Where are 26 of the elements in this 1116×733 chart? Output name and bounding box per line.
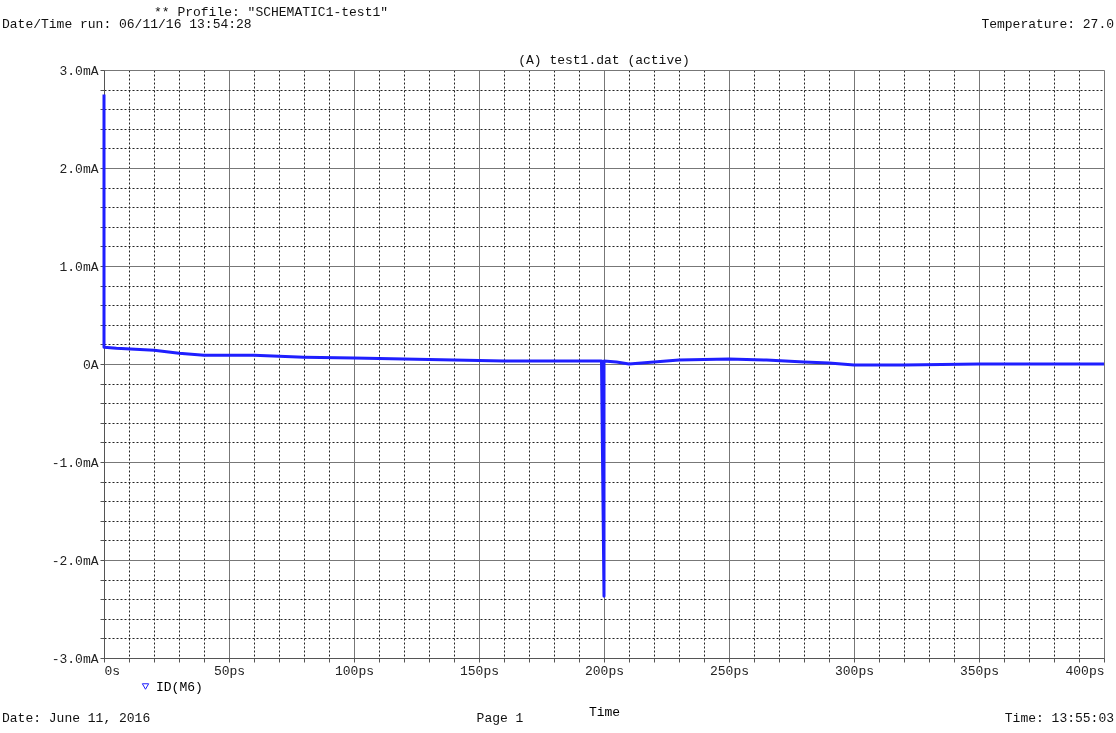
y-tick-label: 3.0mA [59,63,99,79]
y-tick-label: 1.0mA [59,259,99,275]
chart-title: (A) test1.dat (active) [518,53,690,68]
x-tick-label: 150ps [459,663,500,679]
x-tick-label: 0s [104,663,121,679]
x-tick-label: 50ps [213,663,246,679]
x-axis-title: Time [588,704,621,720]
x-tick-label: 400ps [1065,663,1105,679]
y-tick-label: 0A [82,357,99,373]
x-tick-label: 350ps [959,663,1000,679]
line-series [102,93,1106,598]
x-tick-label: 300ps [834,663,875,679]
legend-label: ID(M6) [156,679,203,695]
y-tick-label: -2.0mA [51,553,99,569]
text: Date: June 11, 2016 [2,711,151,726]
text: Temperature: 27.0 [981,17,1114,32]
text: ** Profile: "SCHEMATIC1-test1" [154,5,389,20]
text: Page 1 [476,711,524,726]
y-tick-label: 2.0mA [59,161,99,177]
x-tick-label: 200ps [584,663,625,679]
text: Time: 13:55:03 [1004,711,1114,726]
y-tick-label: -3.0mA [51,651,99,667]
x-tick-label: 100ps [334,663,375,679]
text: Date/Time run: 06/11/16 13:54:28 [2,17,252,32]
x-tick-label: 250ps [709,663,750,679]
y-tick-label: -1.0mA [51,455,99,471]
